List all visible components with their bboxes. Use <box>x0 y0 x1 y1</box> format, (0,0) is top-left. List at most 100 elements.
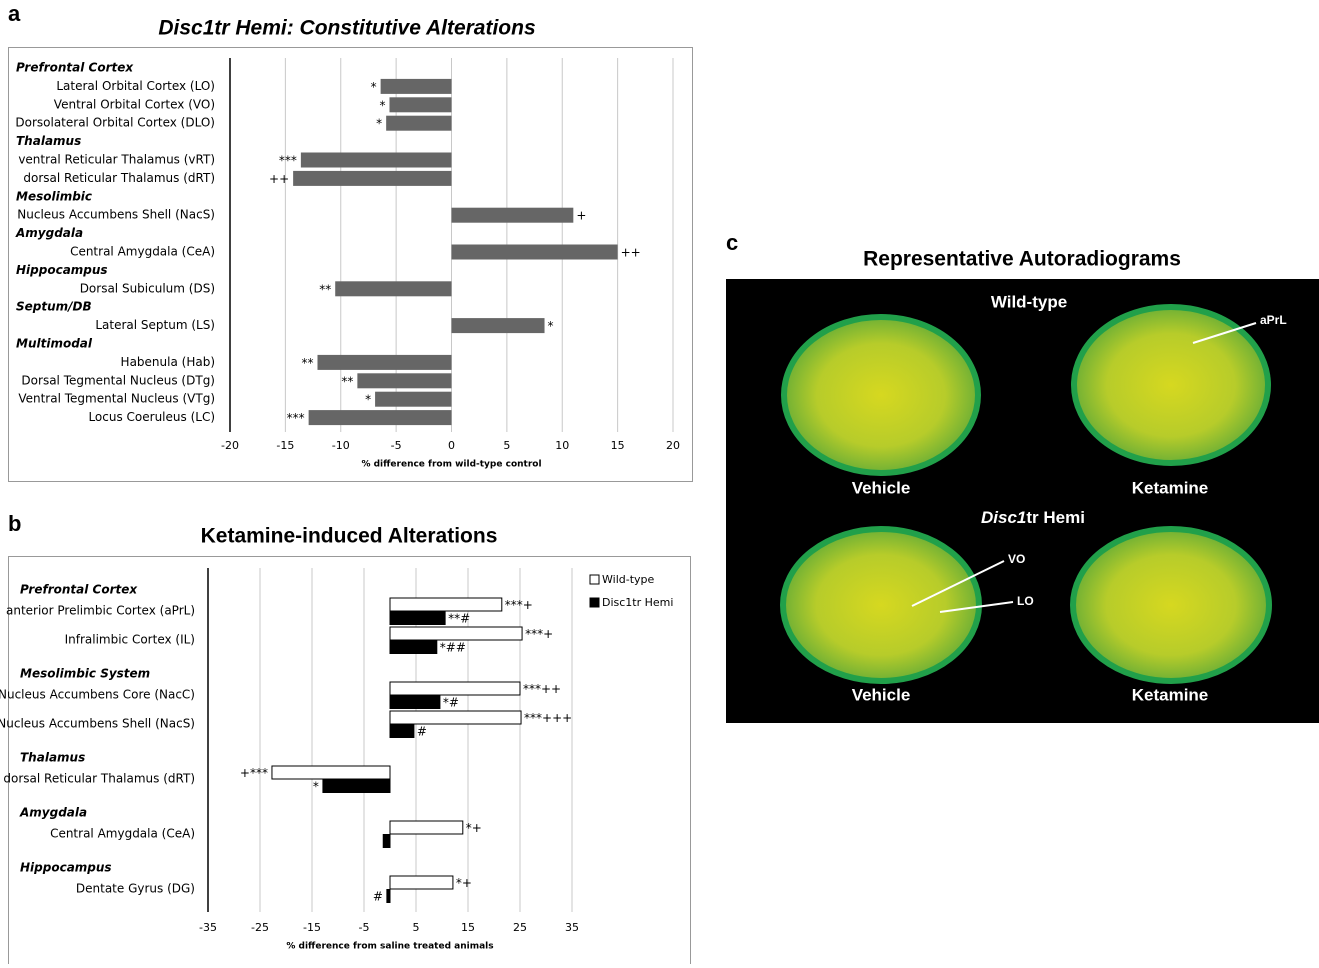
region-label: aPrL <box>1260 313 1287 327</box>
x-tick-label: 15 <box>611 439 625 452</box>
x-axis-label: % difference from wild-type control <box>361 460 541 470</box>
significance-label: * <box>365 393 371 407</box>
x-tick-label: -35 <box>199 921 217 934</box>
significance-label: + <box>576 209 586 223</box>
row-label: Wild-type <box>991 292 1067 311</box>
significance-label: * <box>379 98 385 112</box>
group-header: Mesolimbic System <box>20 667 150 681</box>
bar <box>451 318 545 334</box>
x-tick-label: 15 <box>461 921 475 934</box>
group-header: Mesolimbic <box>16 189 92 203</box>
x-tick-label: 20 <box>666 439 680 452</box>
significance-label: ***+ <box>525 627 553 641</box>
bar <box>389 724 415 738</box>
significance-label: *# <box>443 696 459 710</box>
group-header: Hippocampus <box>16 263 108 277</box>
bar <box>308 410 452 426</box>
brain-section <box>781 314 981 476</box>
bar <box>389 875 454 890</box>
bar <box>451 244 618 260</box>
category-label: anterior Prelimbic Cortex (aPrL) <box>6 604 195 618</box>
group-header: Prefrontal Cortex <box>16 61 134 75</box>
row-label-italic: Disc1 <box>981 508 1026 527</box>
category-label: ventral Reticular Thalamus (vRT) <box>18 153 215 167</box>
bar <box>357 373 452 389</box>
category-label: dorsal Reticular Thalamus (dRT) <box>3 772 195 786</box>
bar <box>389 597 503 612</box>
pointer-line <box>1192 322 1257 344</box>
group-header: Hippocampus <box>20 861 112 875</box>
significance-label: ++ <box>269 172 289 186</box>
category-label: Dorsal Subiculum (DS) <box>80 281 215 295</box>
column-label: Ketamine <box>1132 685 1209 704</box>
x-tick-label: 10 <box>555 439 569 452</box>
x-tick-label: -15 <box>303 921 321 934</box>
group-header: Septum/DB <box>16 300 92 314</box>
region-label: VO <box>1008 552 1025 566</box>
x-axis-label: % difference from saline treated animals <box>286 942 493 952</box>
pointer-line <box>911 560 1005 607</box>
pointer-line <box>939 601 1014 613</box>
group-header: Thalamus <box>16 134 81 148</box>
chart-title: Ketamine-induced Alterations <box>201 525 498 548</box>
significance-label: ***+ <box>505 598 533 612</box>
bar <box>335 281 452 297</box>
x-tick-label: 5 <box>413 921 420 934</box>
bar <box>451 207 574 223</box>
bar <box>375 391 452 407</box>
category-label: Nucleus Accumbens Shell (NacS) <box>17 208 215 222</box>
significance-label: ** <box>319 282 331 296</box>
region-label: LO <box>1017 594 1034 608</box>
significance-label: ***+++ <box>524 711 572 725</box>
brain-sections <box>780 304 1272 684</box>
category-label: Lateral Septum (LS) <box>95 318 215 332</box>
row-label: Disc1tr Hemi <box>981 508 1085 527</box>
panel-label: a <box>8 1 21 26</box>
bar <box>271 765 391 780</box>
significance-label: # <box>373 890 383 904</box>
significance-label: *** <box>287 411 305 425</box>
significance-label: * <box>376 117 382 131</box>
category-label: Locus Coeruleus (LC) <box>88 410 215 424</box>
significance-label: # <box>417 725 427 739</box>
significance-label: * <box>371 80 377 94</box>
significance-label: ++ <box>621 246 641 260</box>
brain-section <box>1070 526 1272 684</box>
legend-swatch <box>589 574 600 585</box>
significance-label: *** <box>279 154 297 168</box>
bar <box>389 681 521 696</box>
panel-title: Representative Autoradiograms <box>863 248 1181 271</box>
significance-label: ** <box>341 374 353 388</box>
category-label: dorsal Reticular Thalamus (dRT) <box>23 171 215 185</box>
x-tick-label: -15 <box>276 439 294 452</box>
bar <box>389 626 523 641</box>
panel-label: b <box>8 511 21 536</box>
category-label: Central Amygdala (CeA) <box>50 827 195 841</box>
significance-label: +*** <box>240 766 268 780</box>
bar <box>322 779 391 793</box>
significance-label: *+ <box>466 821 482 835</box>
category-label: Ventral Orbital Cortex (VO) <box>54 97 215 111</box>
legend-label: Wild-type <box>602 573 655 586</box>
significance-label: *+ <box>456 876 472 890</box>
group-header: Amygdala <box>15 226 83 240</box>
x-tick-label: 25 <box>513 921 527 934</box>
group-header: Amygdala <box>19 806 87 820</box>
category-label: Dentate Gyrus (DG) <box>76 882 195 896</box>
panel-frame <box>8 556 691 967</box>
x-tick-label: -5 <box>359 921 370 934</box>
x-tick-label: 35 <box>565 921 579 934</box>
bar <box>389 820 464 835</box>
bar <box>317 354 452 370</box>
category-label: Nucleus Accumbens Shell (NacS) <box>0 717 195 731</box>
legend-swatch <box>589 597 600 608</box>
bar <box>389 97 452 113</box>
category-label: Ventral Tegmental Nucleus (VTg) <box>18 392 215 406</box>
column-label: Ketamine <box>1132 478 1209 497</box>
panel-label: c <box>726 230 738 255</box>
x-tick-label: -20 <box>221 439 239 452</box>
x-tick-label: 5 <box>503 439 510 452</box>
bar <box>380 78 452 94</box>
bar <box>386 889 391 903</box>
legend-label: Disc1tr Hemi <box>602 596 673 609</box>
